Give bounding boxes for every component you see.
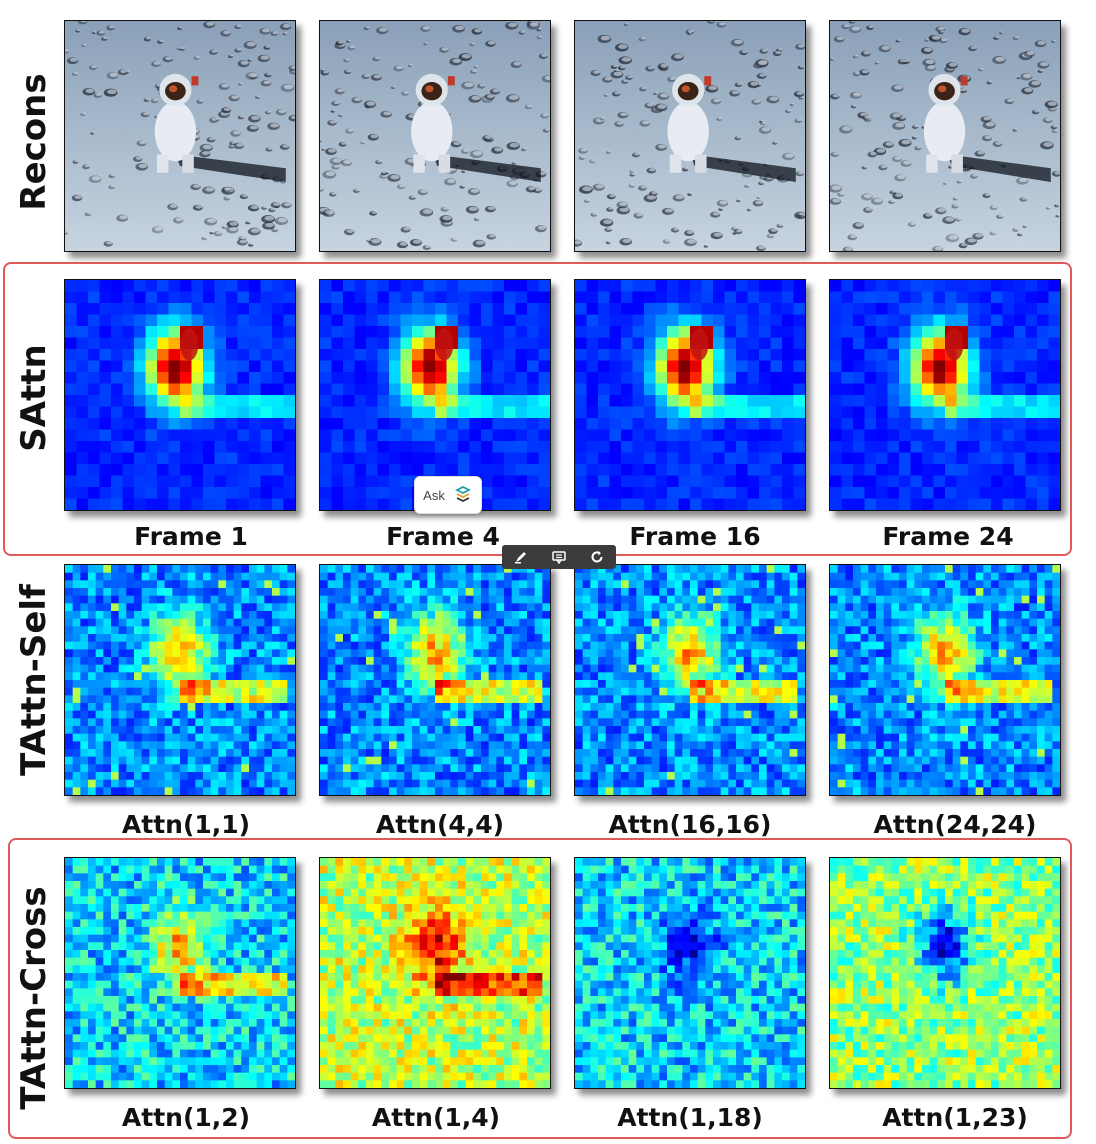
tattn-self-image-2: [319, 564, 551, 796]
recon-image-2: [319, 20, 551, 252]
caption-frame-1: Frame 1: [134, 522, 248, 551]
sattn-image-4: [829, 279, 1061, 511]
refresh-icon[interactable]: [586, 547, 608, 567]
tattn-cross-image-3: [574, 857, 806, 1089]
ask-ai-icon: [453, 484, 473, 507]
caption-attn-1-23: Attn(1,23): [882, 1103, 1028, 1132]
sattn-image-2: [319, 279, 551, 511]
caption-attn-1-18: Attn(1,18): [617, 1103, 763, 1132]
tattn-self-image-1: [64, 564, 296, 796]
caption-attn-16-16: Attn(16,16): [608, 810, 772, 839]
caption-frame-24: Frame 24: [882, 522, 1014, 551]
caption-attn-1-1: Attn(1,1): [121, 810, 251, 839]
recon-image-1: [64, 20, 296, 252]
sattn-image-1: [64, 279, 296, 511]
caption-attn-1-2: Attn(1,2): [121, 1103, 251, 1132]
caption-attn-1-4: Attn(1,4): [371, 1103, 501, 1132]
tattn-self-image-4: [829, 564, 1061, 796]
recon-image-4: [829, 20, 1061, 252]
caption-frame-16: Frame 16: [629, 522, 761, 551]
comment-icon[interactable]: [548, 547, 570, 567]
caption-attn-4-4: Attn(4,4): [375, 810, 505, 839]
caption-frame-4: Frame 4: [386, 522, 500, 551]
tattn-self-image-3: [574, 564, 806, 796]
caption-attn-24-24: Attn(24,24): [873, 810, 1037, 839]
annotation-toolbar: [502, 545, 616, 569]
recon-image-3: [574, 20, 806, 252]
highlight-icon[interactable]: [510, 547, 532, 567]
sattn-image-3: [574, 279, 806, 511]
tattn-cross-image-2: [319, 857, 551, 1089]
tattn-cross-image-1: [64, 857, 296, 1089]
ask-button[interactable]: Ask: [414, 476, 482, 514]
tattn-cross-image-4: [829, 857, 1061, 1089]
ask-label: Ask: [423, 487, 445, 503]
